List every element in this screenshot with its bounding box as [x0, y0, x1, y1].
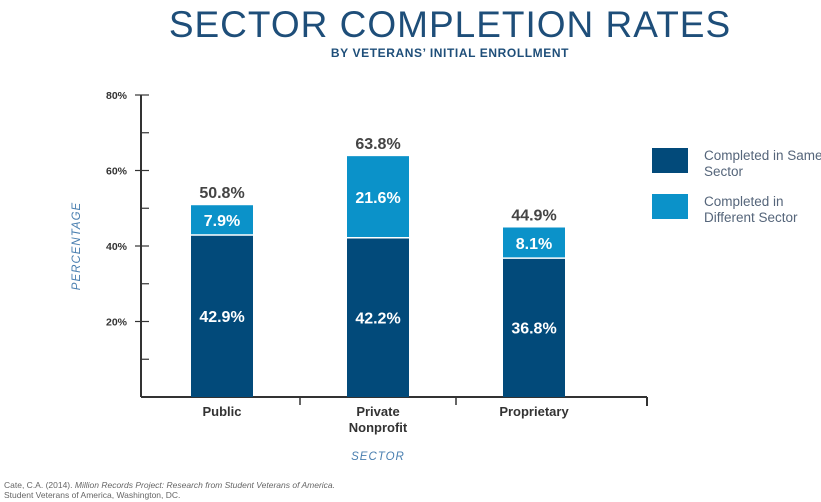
x-category-label: Nonprofit: [349, 420, 408, 435]
legend: Completed in Same Sector Completed in Di…: [652, 148, 821, 240]
segment-value-label: 42.9%: [199, 309, 244, 326]
citation-work-title: Million Records Project: Research from S…: [74, 480, 336, 490]
bar-segment-different-sector: [191, 205, 253, 236]
legend-label-same-sector: Completed in Same Sector: [704, 148, 821, 179]
legend-label-different-sector: Completed in Different Sector: [704, 194, 798, 225]
segment-value-label: 42.2%: [355, 310, 400, 327]
bar-segment-same-sector: [191, 235, 253, 397]
stacked-bar-chart: 20% 40% 60% 80% 42.9% 7.9% 50.8% Public 42.2% 21.…: [71, 90, 648, 463]
x-category-label: Proprietary: [499, 404, 569, 419]
bar-segment-same-sector: [503, 258, 565, 397]
citation: Cate, C.A. (2014). Million Records Proje…: [4, 480, 335, 500]
bar-total-label: 44.9%: [511, 208, 556, 225]
legend-swatch-different-sector: [652, 194, 688, 219]
chart-title: SECTOR COMPLETION RATES: [168, 4, 732, 45]
bar-segment-different-sector: [503, 227, 565, 259]
bar-total-label: 50.8%: [199, 185, 244, 202]
citation-line-1: Cate, C.A. (2014). Million Records Proje…: [4, 480, 335, 490]
bar-segment-same-sector: [347, 237, 409, 397]
chart-subtitle: BY VETERANS’ INITIAL ENROLLMENT: [330, 46, 570, 60]
y-tick-label: 40%: [106, 241, 128, 253]
bar-total-label: 63.8%: [355, 136, 400, 153]
x-category-label: Private: [356, 404, 399, 419]
y-tick-label: 20%: [106, 317, 128, 329]
y-axis-title: PERCENTAGE: [71, 202, 83, 290]
segment-value-label: 21.6%: [355, 190, 400, 207]
x-axis-title: SECTOR: [351, 451, 405, 463]
segment-value-label: 36.8%: [511, 321, 556, 338]
legend-swatch-same-sector: [652, 148, 688, 173]
citation-prefix: Cate, C.A. (2014).: [4, 480, 75, 490]
y-tick-label: 80%: [106, 90, 128, 102]
legend-item-same-sector: Completed in Same Sector: [652, 148, 821, 180]
bar-segment-different-sector: [347, 156, 409, 238]
x-category-label: Public: [202, 404, 241, 419]
y-tick-label: 60%: [106, 166, 128, 178]
segment-value-label: 7.9%: [204, 213, 240, 230]
legend-item-different-sector: Completed in Different Sector: [652, 194, 821, 226]
segment-value-label: 8.1%: [516, 236, 552, 253]
citation-line-2: Student Veterans of America, Washington,…: [4, 490, 181, 500]
